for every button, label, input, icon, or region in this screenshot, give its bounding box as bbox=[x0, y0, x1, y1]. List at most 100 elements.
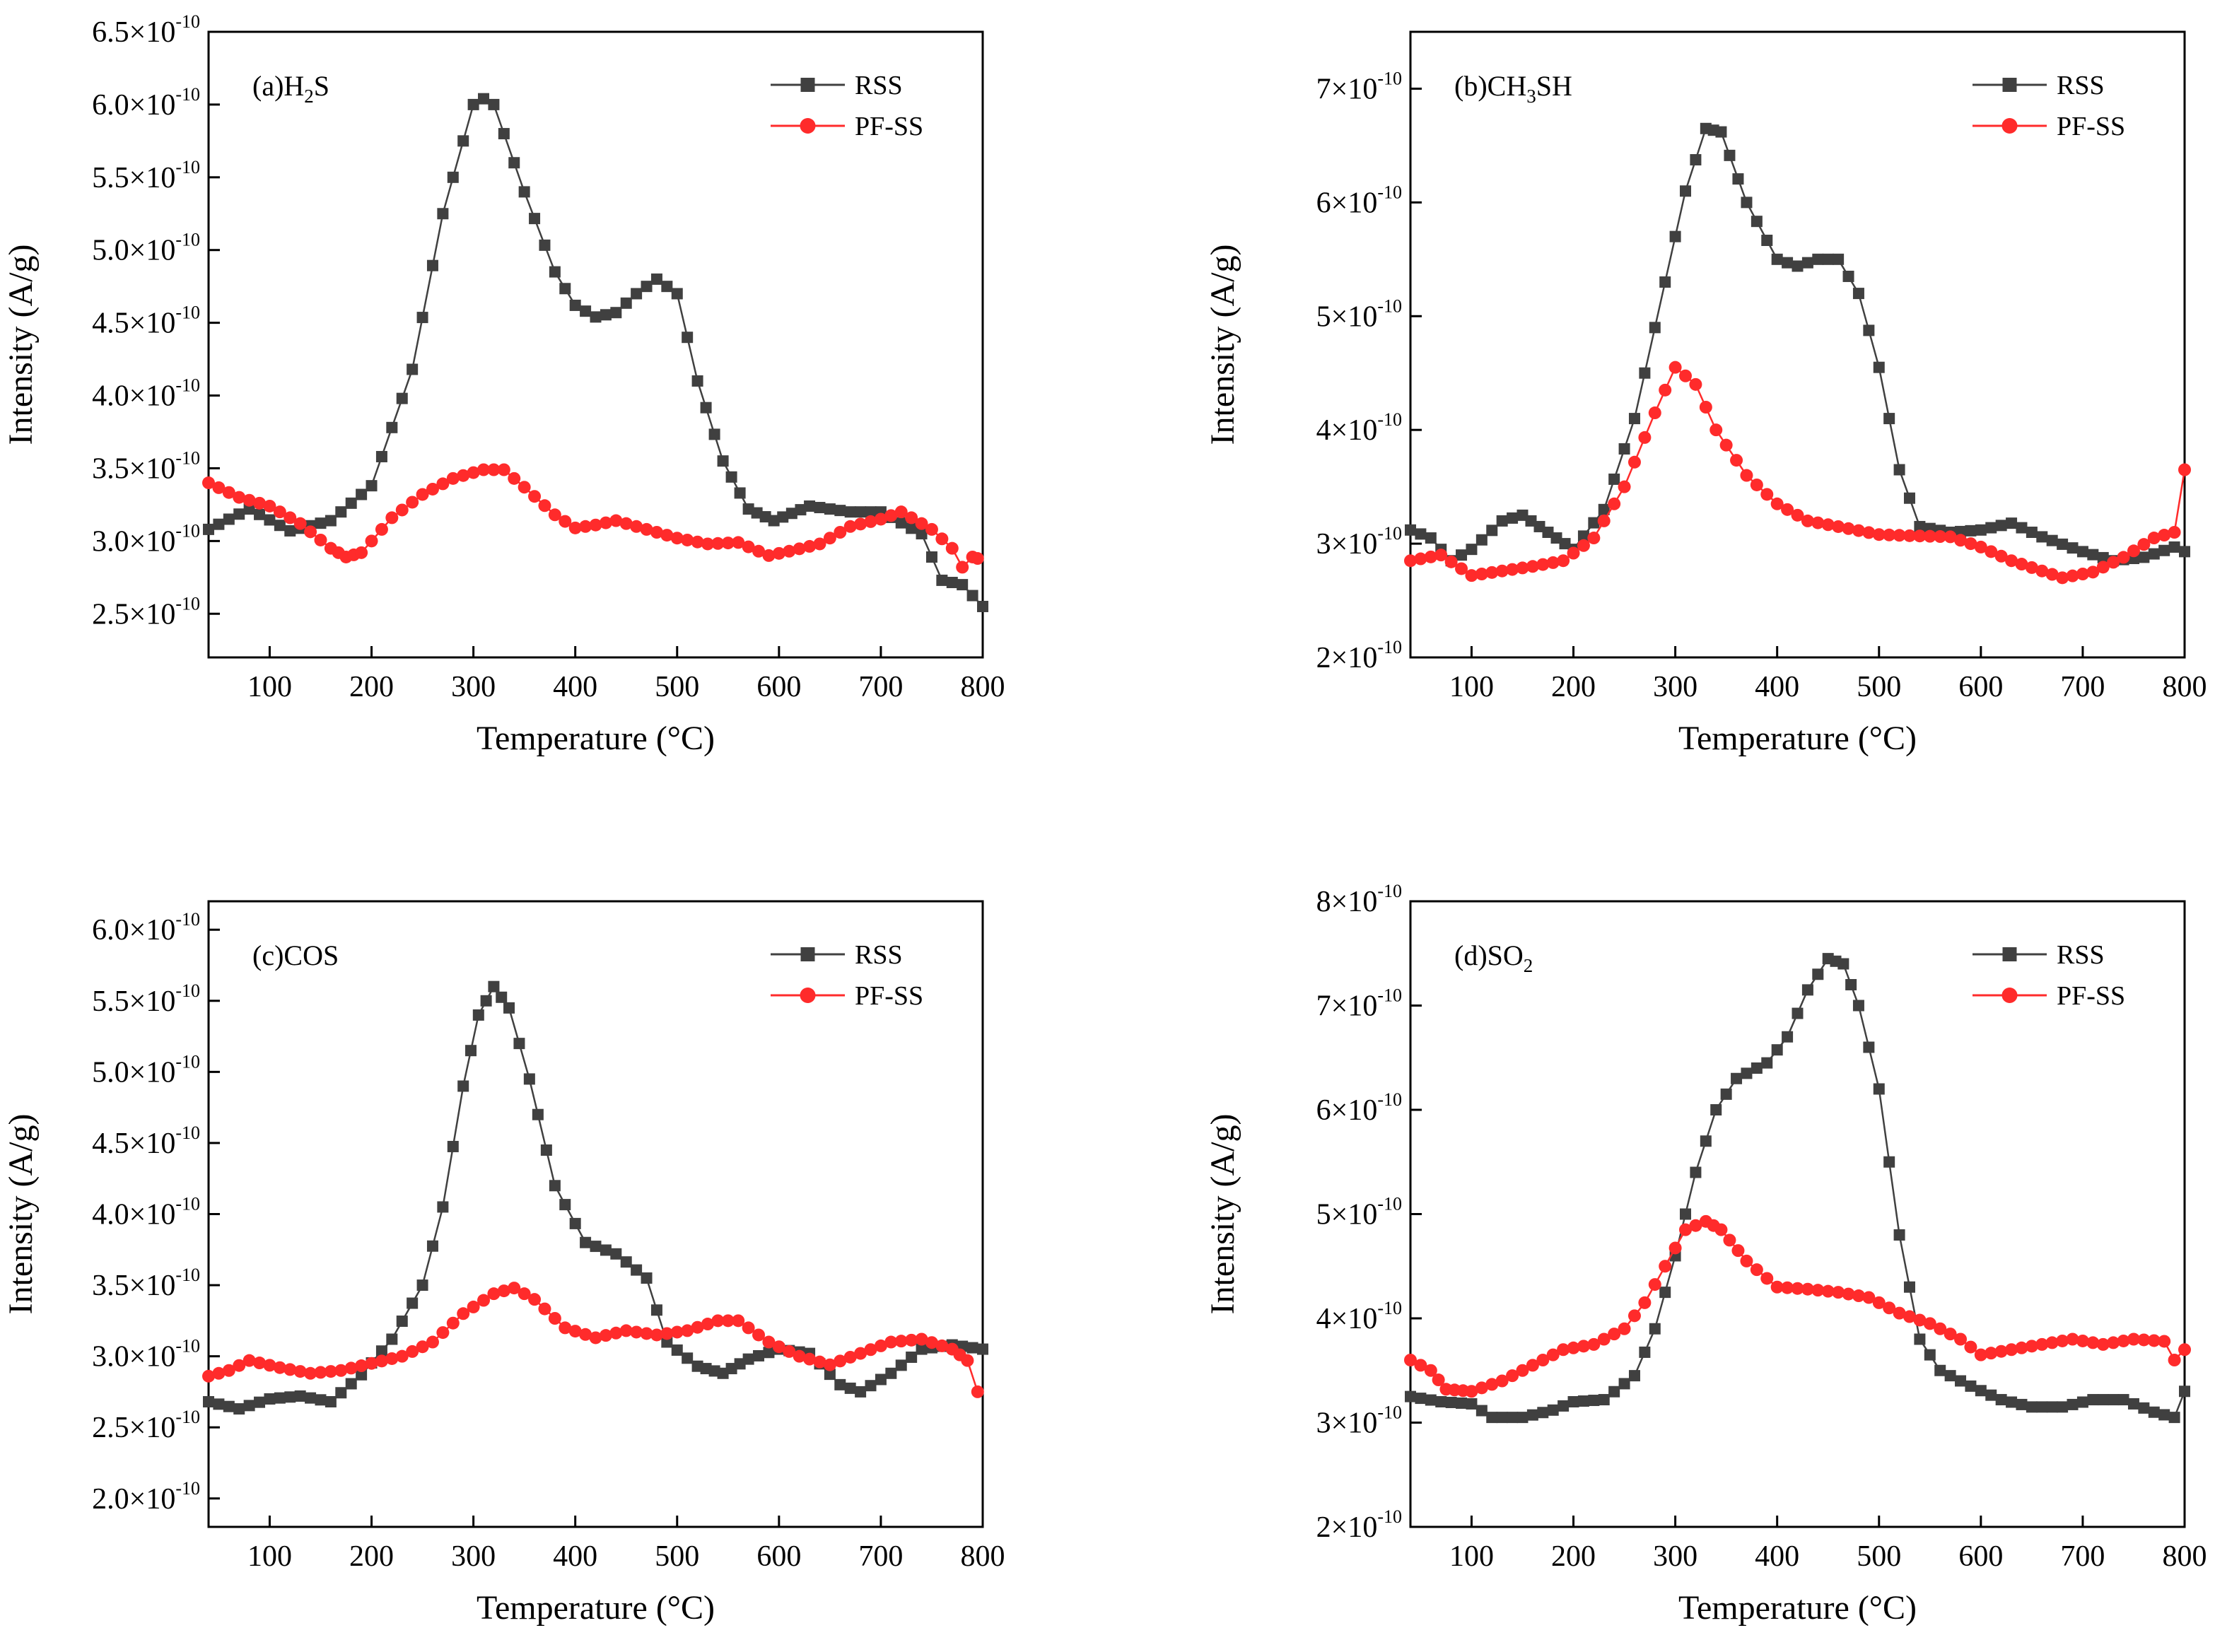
data-point bbox=[1559, 538, 1571, 550]
data-point bbox=[732, 1314, 745, 1328]
data-point bbox=[1638, 430, 1652, 444]
data-point bbox=[1597, 514, 1611, 527]
data-point bbox=[1770, 1280, 1784, 1294]
data-point bbox=[407, 1297, 419, 1309]
data-point bbox=[1550, 532, 1562, 544]
data-point bbox=[1608, 1386, 1620, 1398]
data-point bbox=[1414, 1359, 1427, 1372]
data-point bbox=[478, 93, 490, 105]
data-point bbox=[406, 1345, 419, 1358]
y-tick-label: 4×10-10 bbox=[1316, 1298, 1402, 1335]
y-tick-label: 3×10-10 bbox=[1316, 1402, 1402, 1440]
x-axis-title: Temperature (°C) bbox=[477, 720, 715, 757]
data-point bbox=[2137, 1333, 2151, 1347]
y-tick-label: 2×10-10 bbox=[1316, 1506, 1402, 1544]
data-point bbox=[1680, 185, 1692, 197]
x-tick-label: 500 bbox=[655, 671, 699, 703]
x-tick-label: 800 bbox=[961, 1540, 1005, 1573]
x-tick-label: 600 bbox=[1958, 671, 2003, 703]
data-point bbox=[1618, 480, 1631, 493]
data-point bbox=[2006, 1396, 2018, 1408]
data-point bbox=[222, 1364, 235, 1377]
data-point bbox=[1679, 1223, 1693, 1236]
data-point bbox=[335, 1387, 347, 1399]
data-point bbox=[1434, 549, 1448, 562]
data-point bbox=[2035, 564, 2049, 578]
data-point bbox=[1405, 1390, 1416, 1402]
data-point bbox=[1995, 520, 2007, 532]
data-point bbox=[2147, 1334, 2161, 1347]
data-point bbox=[457, 1080, 469, 1092]
data-point bbox=[977, 1343, 988, 1355]
data-point bbox=[1627, 1309, 1641, 1323]
data-point bbox=[1486, 1412, 1498, 1424]
y-tick-label: 4.0×10-10 bbox=[92, 1194, 200, 1231]
data-point bbox=[2026, 527, 2038, 538]
data-point bbox=[2158, 1335, 2171, 1348]
data-point bbox=[752, 1328, 766, 1342]
data-point bbox=[467, 98, 479, 110]
data-point bbox=[1801, 514, 1814, 527]
data-point bbox=[1964, 1340, 1977, 1354]
data-point bbox=[1873, 361, 1885, 373]
data-point bbox=[406, 496, 419, 509]
data-point bbox=[2138, 551, 2150, 563]
legend-marker bbox=[800, 988, 816, 1003]
x-tick-label: 300 bbox=[1653, 1540, 1697, 1573]
data-point bbox=[386, 421, 398, 433]
data-point bbox=[691, 535, 704, 549]
data-point bbox=[590, 1241, 602, 1253]
data-point bbox=[2035, 1337, 2049, 1351]
data-point bbox=[518, 1287, 531, 1301]
data-point bbox=[823, 1358, 836, 1371]
data-point bbox=[579, 520, 592, 533]
data-point bbox=[1587, 1337, 1601, 1351]
data-point bbox=[971, 1385, 984, 1398]
data-point bbox=[1862, 526, 1876, 539]
data-point bbox=[345, 1378, 357, 1390]
data-point bbox=[1639, 1346, 1651, 1358]
data-point bbox=[395, 1349, 409, 1363]
data-point bbox=[935, 532, 949, 546]
data-point bbox=[600, 1244, 612, 1256]
data-point bbox=[1542, 527, 1554, 538]
data-point bbox=[2096, 561, 2110, 574]
data-point bbox=[785, 508, 797, 520]
data-point bbox=[457, 135, 469, 147]
data-point bbox=[640, 522, 653, 536]
legend-label: PF-SS bbox=[2057, 981, 2125, 1011]
data-point bbox=[532, 1108, 544, 1120]
data-point bbox=[1475, 534, 1488, 546]
y-tick-label: 6.0×10-10 bbox=[92, 84, 200, 122]
x-tick-label: 400 bbox=[553, 1540, 597, 1573]
data-point bbox=[1822, 253, 1834, 265]
data-point bbox=[2067, 1398, 2079, 1410]
data-point bbox=[1934, 1322, 1947, 1335]
data-point bbox=[660, 529, 674, 542]
data-point bbox=[477, 1294, 491, 1307]
plot-frame bbox=[1409, 30, 2186, 659]
data-point bbox=[1852, 1000, 1864, 1012]
data-point bbox=[734, 487, 746, 499]
data-point bbox=[223, 1400, 235, 1412]
data-point bbox=[497, 463, 510, 476]
data-point bbox=[1618, 443, 1630, 455]
data-point bbox=[1435, 1396, 1447, 1407]
data-point bbox=[2045, 1336, 2059, 1349]
data-point bbox=[202, 1369, 215, 1383]
data-point bbox=[1811, 516, 1825, 529]
data-point bbox=[284, 1391, 296, 1403]
data-point bbox=[487, 1287, 501, 1301]
data-point bbox=[263, 499, 276, 512]
data-point bbox=[233, 1403, 245, 1415]
data-point bbox=[528, 1293, 542, 1306]
data-point bbox=[365, 1357, 378, 1370]
data-point bbox=[1833, 253, 1845, 265]
x-tick-label: 500 bbox=[1857, 1540, 1901, 1573]
data-point bbox=[874, 1339, 887, 1352]
data-point bbox=[670, 532, 684, 545]
data-point bbox=[426, 482, 439, 496]
data-point bbox=[315, 1394, 327, 1406]
data-point bbox=[763, 1347, 775, 1359]
data-point bbox=[1832, 520, 1845, 533]
